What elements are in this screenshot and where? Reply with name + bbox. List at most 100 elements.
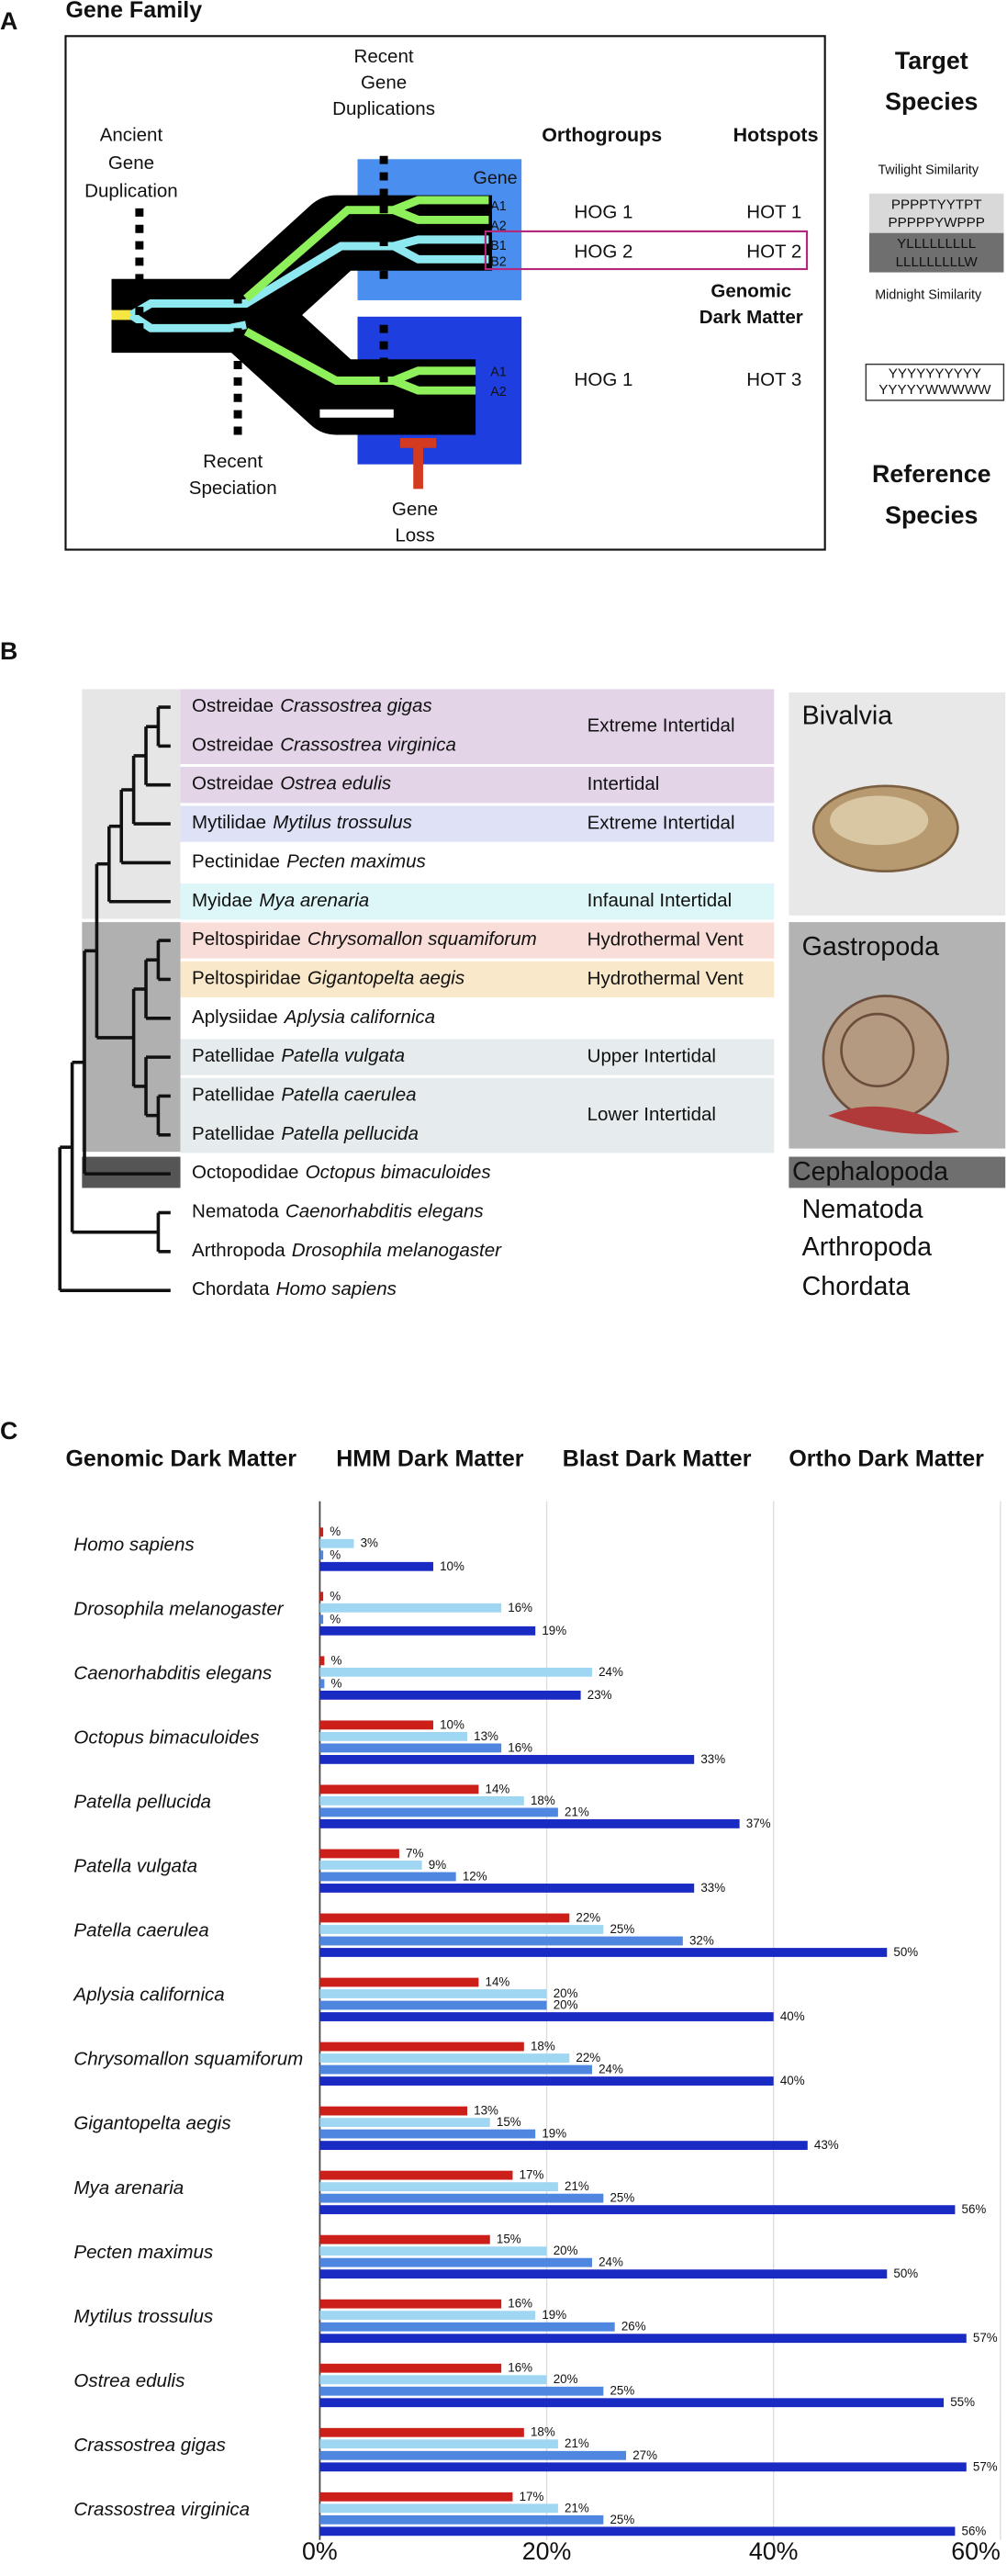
bar <box>319 1690 581 1700</box>
gene-loss-mark <box>399 438 437 489</box>
annotation: Recent <box>203 451 263 472</box>
panel-label: A <box>0 7 17 35</box>
gene-id: A2 <box>490 385 507 399</box>
bar <box>319 2129 536 2139</box>
bar <box>319 1754 695 1764</box>
value-label: % <box>330 1653 341 1667</box>
x-tick-label: 40% <box>749 2537 799 2565</box>
hotspot: HOT 3 <box>746 369 801 390</box>
cyan-lineage-lower <box>129 311 247 332</box>
panel-label: C <box>0 1417 17 1445</box>
taxon-label: Patellidae Patella vulgata <box>192 1046 405 1067</box>
y-tick-label: Octopus bimaculoides <box>73 1727 259 1749</box>
value-label: 21% <box>565 2501 589 2514</box>
legend-entry: Genomic Dark Matter <box>65 1446 297 1472</box>
value-label: 50% <box>893 1945 918 1959</box>
value-label: 15% <box>497 2233 521 2246</box>
column-header: Orthogroups <box>542 124 662 146</box>
habitat-band <box>180 922 775 959</box>
bar <box>319 2299 502 2309</box>
bar <box>319 1667 592 1677</box>
similarity-label: Midnight Similarity <box>875 287 982 302</box>
value-label: 14% <box>486 1782 510 1795</box>
taxon-label: Ostreidae Ostrea edulis <box>192 773 391 794</box>
value-label: 19% <box>542 2308 566 2322</box>
bar <box>319 2205 956 2215</box>
group-label: Cephalopoda <box>792 1157 948 1187</box>
midnight-box <box>865 363 1005 401</box>
y-tick-label: Gigantopelta aegis <box>73 2113 230 2134</box>
gene-label: Gene <box>474 168 518 188</box>
value-label: 16% <box>508 1740 532 1754</box>
bar <box>319 1807 558 1817</box>
value-label: 25% <box>610 2513 634 2526</box>
taxon-family: Myidae <box>192 890 252 911</box>
taxon-species: Crassostrea virginica <box>280 735 456 756</box>
value-label: 20% <box>554 1986 578 2000</box>
value-label: % <box>330 1524 341 1538</box>
taxon-family: Patellidae <box>192 1085 274 1106</box>
bar <box>319 1625 536 1636</box>
value-label: 33% <box>700 1752 725 1766</box>
habitat-label: Extreme Intertidal <box>587 812 735 833</box>
annotation: Gene <box>108 152 154 174</box>
value-label: 40% <box>780 2009 805 2023</box>
bar <box>319 2234 490 2244</box>
snail-foot <box>828 1106 960 1135</box>
y-tick-label: Crassostrea virginica <box>73 2499 250 2520</box>
habitat-label: Hydrothermal Vent <box>587 929 744 951</box>
taxon-family: Octopodidae <box>192 1163 298 1184</box>
bar <box>319 2322 615 2332</box>
taxon-label: Chordata Homo sapiens <box>192 1279 397 1300</box>
group-label: Arthropoda <box>802 1232 933 1262</box>
value-label: % <box>330 1547 341 1561</box>
legend-entry: Ortho Dark Matter <box>789 1446 984 1472</box>
taxon-family: Ostreidae <box>192 773 274 794</box>
taxon-family: Nematoda <box>192 1201 279 1222</box>
taxon-label: Myidae Mya arenaria <box>192 890 369 911</box>
annotation: Duplications <box>332 98 435 119</box>
taxon-species: Gigantopelta aegis <box>308 968 464 989</box>
habitat-band <box>180 767 775 804</box>
habitat-band <box>180 961 775 998</box>
annotation: Gene <box>361 73 407 94</box>
gene-id: A1 <box>490 199 507 214</box>
gene-id: B2 <box>490 255 507 270</box>
gene-id: B1 <box>490 239 507 253</box>
value-label: 24% <box>599 2063 623 2076</box>
x-tick-label: 20% <box>522 2537 572 2565</box>
value-label: 24% <box>599 1665 623 1679</box>
taxon-species: Mya arenaria <box>259 890 369 911</box>
annotation: Loss <box>395 525 434 546</box>
bar <box>319 2246 547 2256</box>
taxon-family: Patellidae <box>192 1123 274 1144</box>
taxon-species: Crassostrea gigas <box>280 695 431 716</box>
x-tick-label: 0% <box>302 2537 338 2565</box>
taxon-species: Chrysomallon squamiforum <box>308 929 537 951</box>
taxon-label: Pectinidae Pecten maximus <box>192 851 426 872</box>
taxon-species: Patella caerulea <box>281 1085 416 1106</box>
bar <box>319 2269 888 2279</box>
taxon-label: Mytilidae Mytilus trossulus <box>192 812 412 833</box>
bar <box>319 1872 456 1882</box>
reference-species: Reference <box>872 460 991 488</box>
value-label: 22% <box>576 2051 600 2064</box>
value-label: 19% <box>542 1624 566 1637</box>
taxon-family: Ostreidae <box>192 735 274 756</box>
hotspot: HOT 2 <box>746 242 801 263</box>
bar <box>319 2170 513 2180</box>
y-tick-label: Homo sapiens <box>73 1534 194 1555</box>
value-label: % <box>330 1589 341 1603</box>
y-tick-label: Patella caerulea <box>73 1920 208 1941</box>
hotspot: HOT 1 <box>746 202 801 223</box>
taxon-family: Peltospiridae <box>192 929 301 951</box>
annotation: Ancient <box>100 125 163 146</box>
bar <box>319 2053 570 2063</box>
y-tick-label: Chrysomallon squamiforum <box>73 2049 303 2070</box>
taxon-family: Mytilidae <box>192 812 266 833</box>
taxon-family: Peltospiridae <box>192 968 301 989</box>
orthogroup: HOG 1 <box>575 202 633 223</box>
value-label: 13% <box>474 2104 498 2118</box>
value-label: 10% <box>440 1559 464 1573</box>
